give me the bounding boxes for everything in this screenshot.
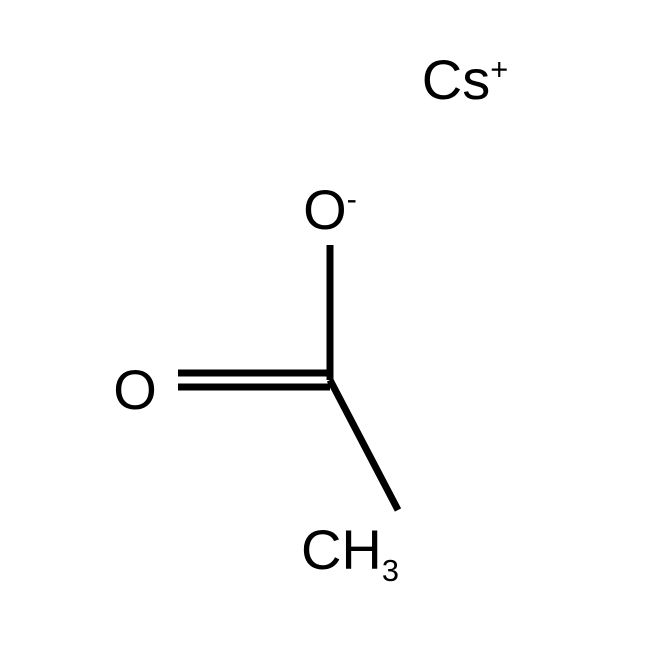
cesium-ion: Cs+ — [422, 52, 508, 108]
carbonyl-oxygen-symbol: O — [113, 358, 157, 421]
oxygen-anion: O- — [303, 182, 357, 238]
methyl-subscript: 3 — [382, 553, 399, 588]
oxygen-anion-symbol: O — [303, 178, 347, 241]
cesium-charge: + — [490, 51, 508, 86]
methyl-label: CH — [301, 518, 382, 581]
chemical-structure-canvas: Cs+ O- O CH3 — [0, 0, 650, 650]
carbonyl-oxygen: O — [113, 362, 157, 418]
cesium-symbol: Cs — [422, 48, 490, 111]
bond-C-to-CH3 — [330, 380, 398, 510]
oxygen-anion-charge: - — [347, 181, 357, 216]
bond-C-to-O-double — [178, 373, 330, 387]
methyl-group: CH3 — [301, 522, 399, 578]
